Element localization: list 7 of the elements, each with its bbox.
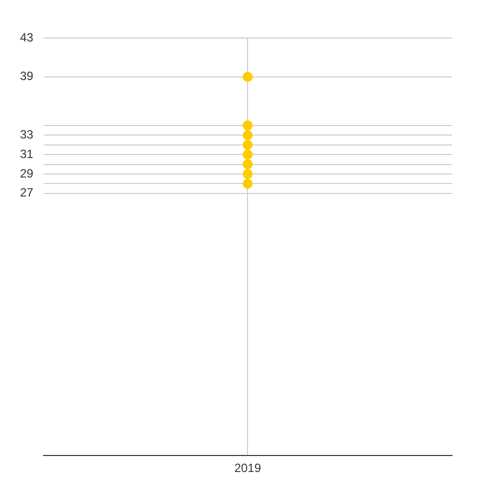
y-tick-label: 43 [20, 30, 34, 44]
y-tick-label: 33 [20, 127, 34, 142]
y-tick-label: 29 [20, 166, 34, 180]
y-tick-label: 31 [20, 146, 34, 161]
x-tick-label: 2019 [234, 461, 262, 476]
y-tick-label: 27 [20, 186, 34, 200]
y-tick-label: 39 [20, 69, 34, 84]
